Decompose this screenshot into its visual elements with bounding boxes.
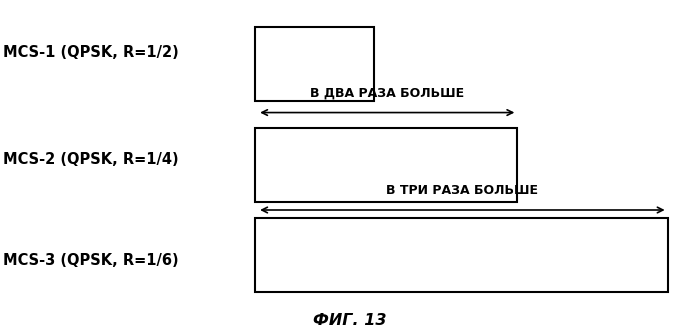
Text: MCS-1 (QPSK, R=1/2): MCS-1 (QPSK, R=1/2) bbox=[3, 45, 179, 59]
Bar bbox=[255, 27, 374, 101]
Text: MCS-3 (QPSK, R=1/6): MCS-3 (QPSK, R=1/6) bbox=[3, 253, 179, 268]
Text: В ДВА РАЗА БОЛЬШЕ: В ДВА РАЗА БОЛЬШЕ bbox=[310, 86, 464, 99]
Bar bbox=[255, 128, 517, 202]
Text: MCS-2 (QPSK, R=1/4): MCS-2 (QPSK, R=1/4) bbox=[3, 152, 179, 167]
Text: В ТРИ РАЗА БОЛЬШЕ: В ТРИ РАЗА БОЛЬШЕ bbox=[387, 183, 538, 197]
Text: ФИГ. 13: ФИГ. 13 bbox=[312, 312, 387, 328]
Bar bbox=[255, 218, 668, 292]
